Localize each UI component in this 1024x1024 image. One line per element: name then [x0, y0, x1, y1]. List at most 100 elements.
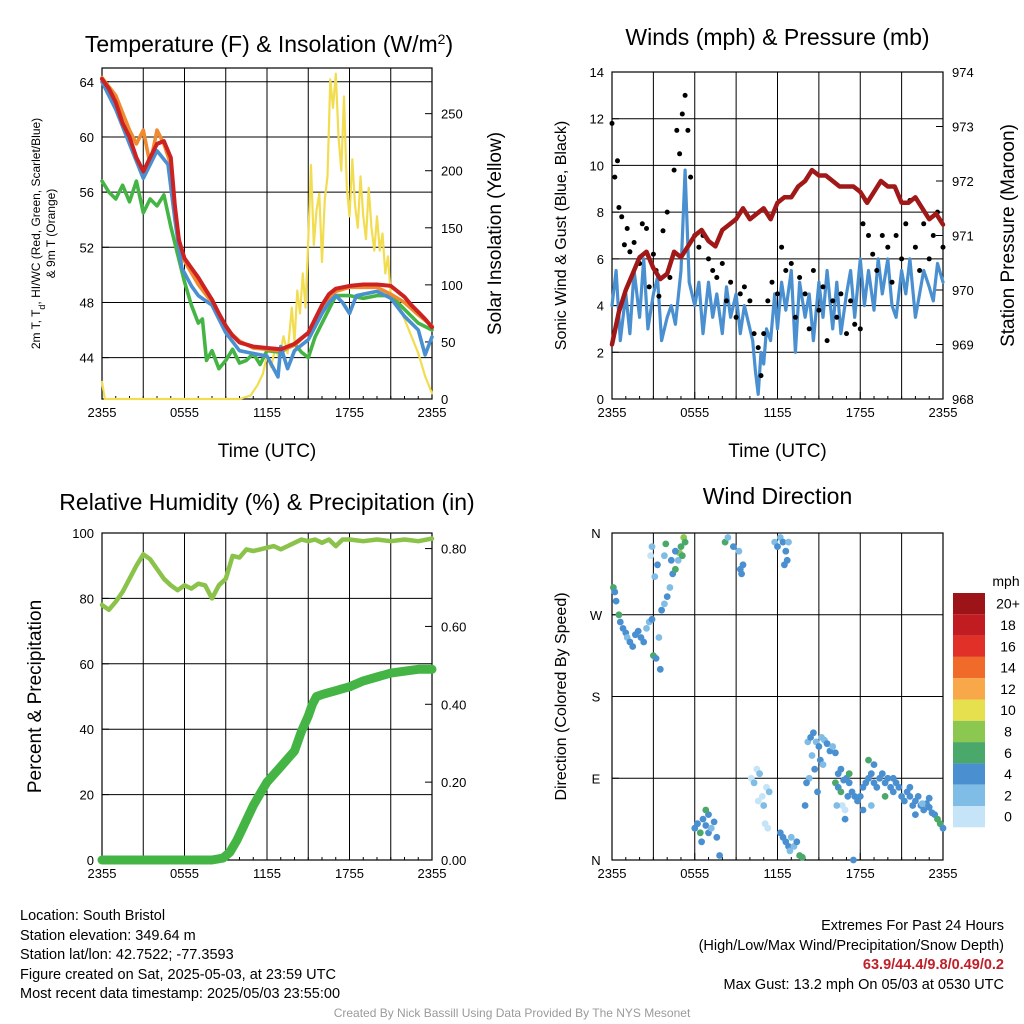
y-axis-label: Direction (Colored By Speed) — [553, 592, 570, 800]
extremes-info: Extremes For Past 24 Hours (High/Low/Max… — [699, 917, 1004, 995]
y-tick-label: 20 — [80, 788, 94, 803]
direction-point — [878, 770, 886, 778]
gust-point — [615, 158, 620, 164]
x-tick-label: 1755 — [846, 866, 875, 881]
y-tick-label: N — [591, 526, 600, 541]
gust-point — [874, 268, 880, 273]
direction-point — [754, 797, 762, 805]
direction-point — [832, 749, 839, 757]
direction-point — [782, 547, 790, 555]
direction-point — [699, 815, 707, 823]
y-tick-label: 40 — [80, 722, 94, 737]
gust-point — [838, 291, 844, 297]
direction-point — [662, 540, 670, 548]
direction-point — [823, 740, 831, 748]
direction-point — [713, 833, 721, 841]
gust-point — [688, 174, 694, 180]
station-latlon: Station lat/lon: 42.7522; -77.3593 — [20, 947, 234, 963]
direction-point — [819, 761, 827, 768]
gust-point — [779, 244, 785, 250]
y-tick-label: N — [591, 853, 600, 868]
direction-point — [634, 627, 642, 635]
direction-point — [764, 824, 772, 832]
gust-point — [733, 314, 739, 320]
y-tick-label: S — [592, 690, 601, 705]
direction-point — [811, 765, 819, 773]
colorbar-swatch — [953, 656, 985, 679]
colorbar-label: 6 — [1004, 745, 1012, 761]
y2-tick-label: 0.80 — [441, 542, 466, 557]
direction-point — [611, 588, 619, 596]
y-tick-label: 56 — [80, 185, 94, 200]
x-axis-label: Time (UTC) — [728, 441, 827, 462]
gust-point — [844, 331, 849, 337]
gust-point — [917, 268, 923, 273]
colorbar-label: 2 — [1004, 787, 1012, 803]
gust-point — [644, 226, 649, 231]
direction-point — [810, 729, 817, 737]
chart-title-winds: Winds (mph) & Pressure (mb) — [625, 24, 929, 50]
colorbar-label: 20+ — [996, 596, 1020, 612]
gust-point — [685, 127, 691, 133]
direction-point — [758, 793, 766, 800]
x-tick-label: 1755 — [335, 866, 364, 881]
gust-point — [912, 244, 918, 250]
gust-point — [624, 226, 630, 231]
direction-point — [814, 788, 821, 796]
gust-point — [682, 92, 688, 98]
extremes-subtitle: (High/Low/Max Wind/Precipitation/Snow De… — [698, 937, 1004, 954]
x-tick-label: 0555 — [170, 405, 199, 420]
direction-point — [698, 838, 705, 846]
figure-created: Figure created on Sat, 2025-05-03, at 23… — [20, 966, 336, 983]
gust-point — [940, 244, 946, 250]
direction-point — [654, 561, 661, 569]
gust-point — [792, 314, 798, 320]
y-tick-label: 0 — [597, 392, 604, 407]
direction-point — [787, 833, 795, 841]
direction-point — [640, 638, 648, 646]
direction-point — [881, 793, 889, 800]
x-tick-label: 2355 — [418, 405, 447, 420]
direction-point — [845, 779, 853, 787]
series-line-relative-humidity — [99, 536, 435, 613]
gust-point — [710, 268, 716, 273]
direction-point — [765, 788, 773, 796]
direction-point — [681, 538, 689, 546]
gust-point — [616, 205, 622, 210]
gust-point — [830, 298, 836, 304]
y2-axis-label: Solar Insolation (Yellow) — [485, 132, 506, 335]
direction-point — [841, 806, 849, 814]
y-tick-label: 6 — [597, 252, 604, 267]
direction-point — [783, 556, 791, 564]
gust-point — [852, 321, 858, 327]
y2-tick-label: 100 — [441, 278, 463, 293]
direction-point — [694, 820, 701, 828]
colorbar-swatch — [953, 635, 985, 657]
gust-point — [885, 244, 891, 250]
colorbar-swatch — [953, 593, 985, 615]
extremes-title: Extremes For Past 24 Hours — [821, 918, 1004, 934]
direction-point — [702, 822, 710, 829]
gust-point — [769, 279, 775, 285]
x-tick-label: 2355 — [418, 866, 447, 881]
colorbar-swatch — [953, 720, 985, 743]
y2-tick-label: 200 — [441, 164, 463, 179]
y-tick-label: 10 — [590, 158, 604, 173]
extremes-values: 63.9/44.4/9.8/0.49/0.2 — [862, 957, 1004, 973]
gust-point — [664, 209, 670, 215]
x-tick-label: 2355 — [598, 405, 627, 420]
y2-axis-label: Station Pressure (Maroon) — [998, 124, 1019, 347]
gust-point — [921, 221, 927, 227]
gust-point — [848, 298, 854, 304]
x-tick-label: 2355 — [929, 405, 958, 420]
gust-point — [719, 261, 725, 266]
gust-point — [797, 275, 803, 280]
direction-point — [918, 800, 926, 808]
x-tick-label: 2355 — [88, 866, 117, 881]
station-elevation: Station elevation: 349.64 m — [20, 927, 196, 944]
series-line-pressure — [609, 167, 946, 347]
gust-point — [714, 275, 720, 280]
colorbar-swatch — [953, 763, 985, 785]
direction-point — [785, 538, 792, 546]
